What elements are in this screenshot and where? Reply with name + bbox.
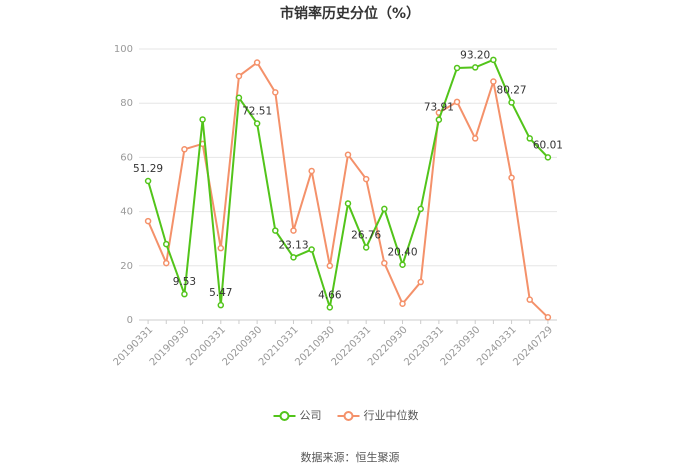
value-label: 73.91 [424, 102, 454, 114]
value-label: 9.53 [173, 276, 196, 288]
value-label: 20.40 [387, 247, 417, 259]
point [381, 259, 388, 267]
point [526, 296, 533, 303]
point [362, 175, 370, 183]
point [399, 261, 406, 268]
point [144, 217, 152, 225]
point [308, 246, 315, 253]
point [417, 205, 424, 213]
point [326, 262, 334, 270]
point [272, 89, 279, 96]
value-label: 26.76 [351, 229, 381, 241]
point [344, 200, 352, 207]
value-label: 5.47 [209, 287, 232, 299]
point [471, 64, 479, 71]
value-label: 80.27 [497, 84, 527, 96]
point [272, 227, 279, 234]
value-label: 51.29 [133, 163, 163, 175]
series-line [147, 61, 549, 319]
point [253, 59, 261, 66]
legend-item: 行业中位数 [337, 408, 419, 422]
point [344, 151, 352, 158]
value-label: 4.66 [318, 289, 342, 301]
legend-label: 行业中位数 [364, 408, 419, 422]
value-label: 93.20 [460, 49, 490, 61]
point [490, 78, 497, 85]
point [181, 146, 188, 153]
value-label: 23.13 [278, 239, 308, 251]
point [544, 314, 552, 321]
point [235, 94, 243, 102]
point [235, 72, 243, 80]
legend-label: 公司 [300, 409, 322, 422]
y-tick-label: 0 [127, 315, 133, 326]
point [544, 154, 552, 161]
point [290, 254, 297, 261]
point [399, 300, 406, 307]
point [144, 177, 152, 185]
x-tick-label: 20240729 [511, 324, 555, 368]
y-tick-label: 60 [120, 152, 133, 163]
point [199, 116, 206, 123]
point [508, 99, 515, 106]
point [290, 227, 297, 234]
point [217, 301, 225, 309]
point [453, 64, 461, 72]
point [453, 98, 461, 106]
y-tick-label: 100 [114, 44, 133, 55]
point [253, 120, 261, 127]
point [471, 135, 479, 142]
point [526, 135, 533, 142]
legend-marker [279, 411, 290, 421]
point [381, 205, 388, 213]
point [308, 167, 315, 175]
legend-marker [343, 411, 354, 421]
point [417, 278, 424, 286]
point [181, 290, 188, 298]
legend-item: 公司 [273, 409, 322, 422]
y-tick-label: 20 [120, 261, 133, 272]
value-label: 60.01 [533, 139, 563, 151]
point [163, 240, 170, 248]
point [326, 304, 334, 311]
y-tick-label: 80 [120, 98, 133, 109]
point [362, 244, 370, 251]
source: 数据来源：恒生聚源 [301, 450, 400, 464]
point [217, 244, 225, 252]
value-label: 72.51 [242, 105, 272, 117]
point [508, 174, 515, 181]
chart-title: 市销率历史分位（%） [280, 5, 420, 22]
point [490, 56, 497, 64]
point [435, 116, 443, 123]
y-tick-label: 40 [120, 207, 133, 218]
point [163, 259, 170, 267]
